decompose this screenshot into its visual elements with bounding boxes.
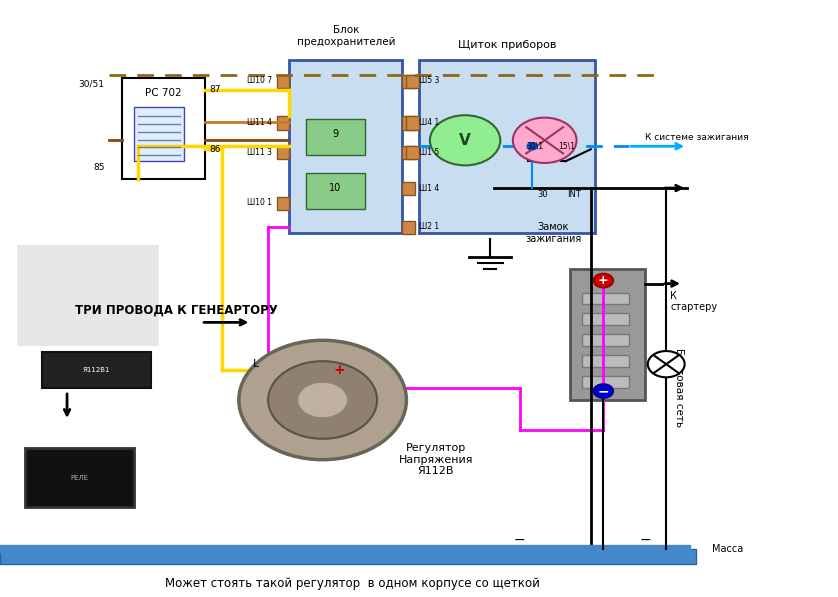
Text: Ш11 4: Ш11 4 [247, 118, 272, 127]
Text: +: + [334, 363, 345, 377]
Text: Масса: Масса [712, 544, 743, 554]
Text: 30/51: 30/51 [79, 79, 105, 88]
FancyBboxPatch shape [17, 245, 159, 346]
FancyBboxPatch shape [277, 116, 289, 130]
FancyBboxPatch shape [134, 107, 184, 161]
Text: 30\1: 30\1 [526, 141, 543, 151]
FancyBboxPatch shape [419, 60, 595, 233]
FancyBboxPatch shape [122, 78, 205, 179]
Text: Ш1 4: Ш1 4 [419, 183, 439, 193]
FancyBboxPatch shape [406, 116, 419, 130]
Text: Ш2 1: Ш2 1 [419, 222, 439, 232]
Text: РЕЛЕ: РЕЛЕ [70, 475, 89, 481]
FancyBboxPatch shape [277, 197, 289, 210]
Text: 87: 87 [210, 85, 221, 94]
Text: Регулятор
Напряжения
Я112В: Регулятор Напряжения Я112В [399, 443, 473, 476]
Text: РС 702: РС 702 [145, 88, 182, 97]
FancyBboxPatch shape [402, 182, 415, 195]
FancyBboxPatch shape [25, 448, 134, 507]
FancyBboxPatch shape [582, 376, 628, 388]
Text: ТРИ ПРОВОДА К ГЕНЕАРТОРУ: ТРИ ПРОВОДА К ГЕНЕАРТОРУ [75, 304, 277, 317]
Circle shape [593, 384, 613, 398]
Text: К
стартеру: К стартеру [670, 291, 717, 312]
FancyBboxPatch shape [402, 75, 415, 88]
FancyBboxPatch shape [582, 334, 628, 346]
FancyBboxPatch shape [289, 60, 402, 233]
Circle shape [239, 340, 406, 460]
Text: Ш10 1: Ш10 1 [247, 198, 272, 208]
FancyBboxPatch shape [0, 549, 696, 564]
Text: Ш11 3: Ш11 3 [247, 147, 272, 157]
FancyBboxPatch shape [42, 352, 151, 388]
Circle shape [268, 361, 377, 439]
Text: Ш5 3: Ш5 3 [419, 76, 439, 85]
Text: 86: 86 [210, 144, 221, 154]
Text: L: L [252, 359, 259, 369]
FancyBboxPatch shape [582, 355, 628, 367]
Text: Ш4 1: Ш4 1 [419, 118, 439, 127]
Text: Щиток приборов: Щиток приборов [458, 40, 556, 50]
Circle shape [297, 382, 348, 418]
FancyBboxPatch shape [582, 313, 628, 325]
Text: Может стоять такой регулятор  в одном корпусе со щеткой: Может стоять такой регулятор в одном кор… [164, 577, 540, 590]
FancyBboxPatch shape [406, 146, 419, 159]
Text: Я112В1: Я112В1 [83, 367, 110, 373]
FancyBboxPatch shape [402, 221, 415, 234]
FancyBboxPatch shape [306, 173, 365, 209]
Circle shape [430, 115, 500, 165]
Text: Замок
зажигания: Замок зажигания [525, 222, 582, 244]
FancyBboxPatch shape [406, 75, 419, 88]
Text: Ш10 7: Ш10 7 [247, 76, 272, 85]
Text: −: − [639, 533, 651, 547]
FancyBboxPatch shape [402, 146, 415, 159]
Text: 85: 85 [93, 162, 105, 172]
FancyBboxPatch shape [277, 75, 289, 88]
Text: INT: INT [567, 189, 581, 199]
FancyBboxPatch shape [306, 119, 365, 155]
Text: 30: 30 [538, 189, 548, 199]
Circle shape [527, 143, 537, 150]
Text: 15\1: 15\1 [558, 141, 575, 151]
FancyBboxPatch shape [582, 293, 628, 304]
Text: 9: 9 [332, 130, 339, 139]
FancyBboxPatch shape [277, 146, 289, 159]
Text: V: V [459, 133, 471, 148]
Circle shape [593, 273, 613, 288]
Circle shape [513, 118, 577, 163]
Text: 10: 10 [329, 183, 341, 193]
FancyBboxPatch shape [402, 116, 415, 130]
Circle shape [648, 351, 685, 377]
Text: Ш1 5: Ш1 5 [419, 147, 439, 157]
Text: К системе зажигания: К системе зажигания [645, 133, 749, 142]
Text: −: − [597, 384, 609, 398]
Text: −: − [514, 533, 525, 547]
FancyBboxPatch shape [570, 269, 645, 400]
Text: Бортовая сеть: Бортовая сеть [674, 349, 684, 427]
Text: +: + [598, 274, 608, 287]
Text: Блок
предохранителей: Блок предохранителей [297, 25, 396, 47]
